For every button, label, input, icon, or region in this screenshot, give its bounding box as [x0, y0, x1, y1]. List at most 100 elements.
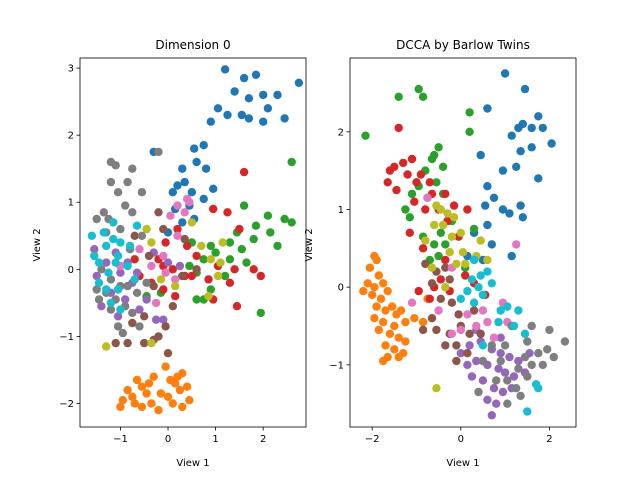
scatter-point	[121, 295, 130, 304]
scatter-point	[461, 259, 470, 269]
scatter-point	[549, 352, 558, 362]
scatter-point	[500, 368, 510, 377]
scatter-point	[239, 167, 249, 177]
scatter-point	[390, 321, 399, 331]
scatter-point	[492, 399, 501, 408]
scatter-point	[376, 294, 386, 303]
scatter-point	[154, 406, 163, 415]
scatter-point	[407, 298, 417, 307]
scatter-point	[159, 224, 168, 234]
y-tick-label: 0	[68, 265, 74, 276]
scatter-point	[456, 294, 465, 303]
scatter-point	[168, 302, 177, 311]
scatter-point	[414, 286, 423, 296]
scatter-point	[192, 295, 201, 304]
scatter-point	[445, 275, 454, 284]
scatter-point	[137, 188, 147, 197]
scatter-point	[509, 372, 519, 381]
scatter-point	[498, 166, 508, 175]
scatter-point	[430, 220, 439, 230]
scatter-point	[244, 114, 254, 123]
scatter-point	[132, 268, 142, 277]
scatter-point	[509, 321, 519, 331]
scatter-point	[436, 294, 445, 303]
scatter-point	[273, 90, 282, 100]
scatter-point	[527, 143, 536, 152]
scatter-point	[209, 204, 218, 214]
scatter-point	[538, 360, 547, 370]
scatter-point	[206, 117, 215, 126]
scatter-point	[102, 285, 111, 294]
scatter-point	[99, 228, 109, 237]
scatter-point	[251, 221, 261, 230]
scatter-point	[372, 302, 381, 311]
scatter-point	[142, 389, 151, 398]
scatter-point	[465, 108, 474, 117]
scatter-point	[151, 315, 161, 324]
y-axis-label: View 2	[32, 228, 43, 261]
x-axis-label: View 1	[176, 458, 209, 469]
scatter-point	[516, 147, 525, 156]
scatter-point	[516, 391, 525, 401]
y-tick-label: 2	[68, 131, 74, 142]
scatter-point	[135, 305, 144, 314]
scatter-point	[523, 372, 532, 381]
scatter-point	[128, 208, 137, 217]
scatter-point	[496, 333, 505, 342]
scatter-point	[251, 70, 261, 80]
scatter-point	[171, 281, 180, 291]
scatter-point	[161, 362, 170, 371]
scatter-point	[135, 245, 144, 254]
scatter-point	[412, 178, 421, 187]
scatter-point	[365, 263, 375, 272]
scatter-point	[113, 188, 123, 197]
scatter-point	[492, 376, 501, 385]
scatter-point	[206, 241, 215, 251]
scatter-point	[111, 161, 120, 170]
scatter-point	[175, 261, 185, 271]
scatter-point	[456, 325, 465, 335]
scatter-point	[144, 379, 154, 388]
scatter-point	[463, 310, 472, 319]
scatter-point	[498, 387, 508, 397]
scatter-point	[180, 234, 189, 244]
scatter-point	[182, 241, 192, 251]
scatter-point	[503, 376, 512, 385]
scatter-point	[111, 258, 120, 267]
scatter-point	[463, 205, 472, 214]
axes-frame	[349, 57, 577, 428]
scatter-point	[392, 185, 401, 195]
scatter-point	[379, 317, 388, 327]
scatter-point	[102, 241, 111, 251]
scatter-point	[370, 314, 379, 323]
x-tick-label: −1	[113, 434, 128, 445]
y-tick-label: 3	[68, 64, 74, 75]
scatter-point	[116, 402, 125, 412]
scatter-point	[175, 385, 185, 395]
scatter-point	[418, 92, 428, 102]
scatter-point	[166, 211, 175, 220]
scatter-point	[383, 178, 392, 187]
scatter-point	[514, 306, 523, 315]
y-tick-label: −2	[59, 399, 74, 410]
scatter-point	[399, 158, 408, 168]
scatter-point	[159, 251, 168, 261]
scatter-point	[102, 342, 111, 351]
scatter-point	[87, 231, 97, 240]
scatter-point	[483, 267, 492, 276]
scatter-point	[443, 209, 452, 218]
scatter-point	[173, 181, 182, 190]
scatter-point	[149, 281, 158, 291]
scatter-point	[178, 218, 187, 227]
scatter-point	[104, 268, 113, 277]
scatter-point	[97, 265, 106, 274]
scatter-point	[359, 286, 368, 296]
scatter-point	[147, 238, 156, 247]
scatter-point	[232, 302, 242, 311]
scatter-point	[147, 261, 156, 271]
scatter-point	[543, 345, 552, 354]
scatter-point	[280, 214, 289, 224]
scatter-point	[527, 123, 536, 133]
scatter-point	[137, 231, 147, 240]
scatter-point	[235, 224, 244, 234]
